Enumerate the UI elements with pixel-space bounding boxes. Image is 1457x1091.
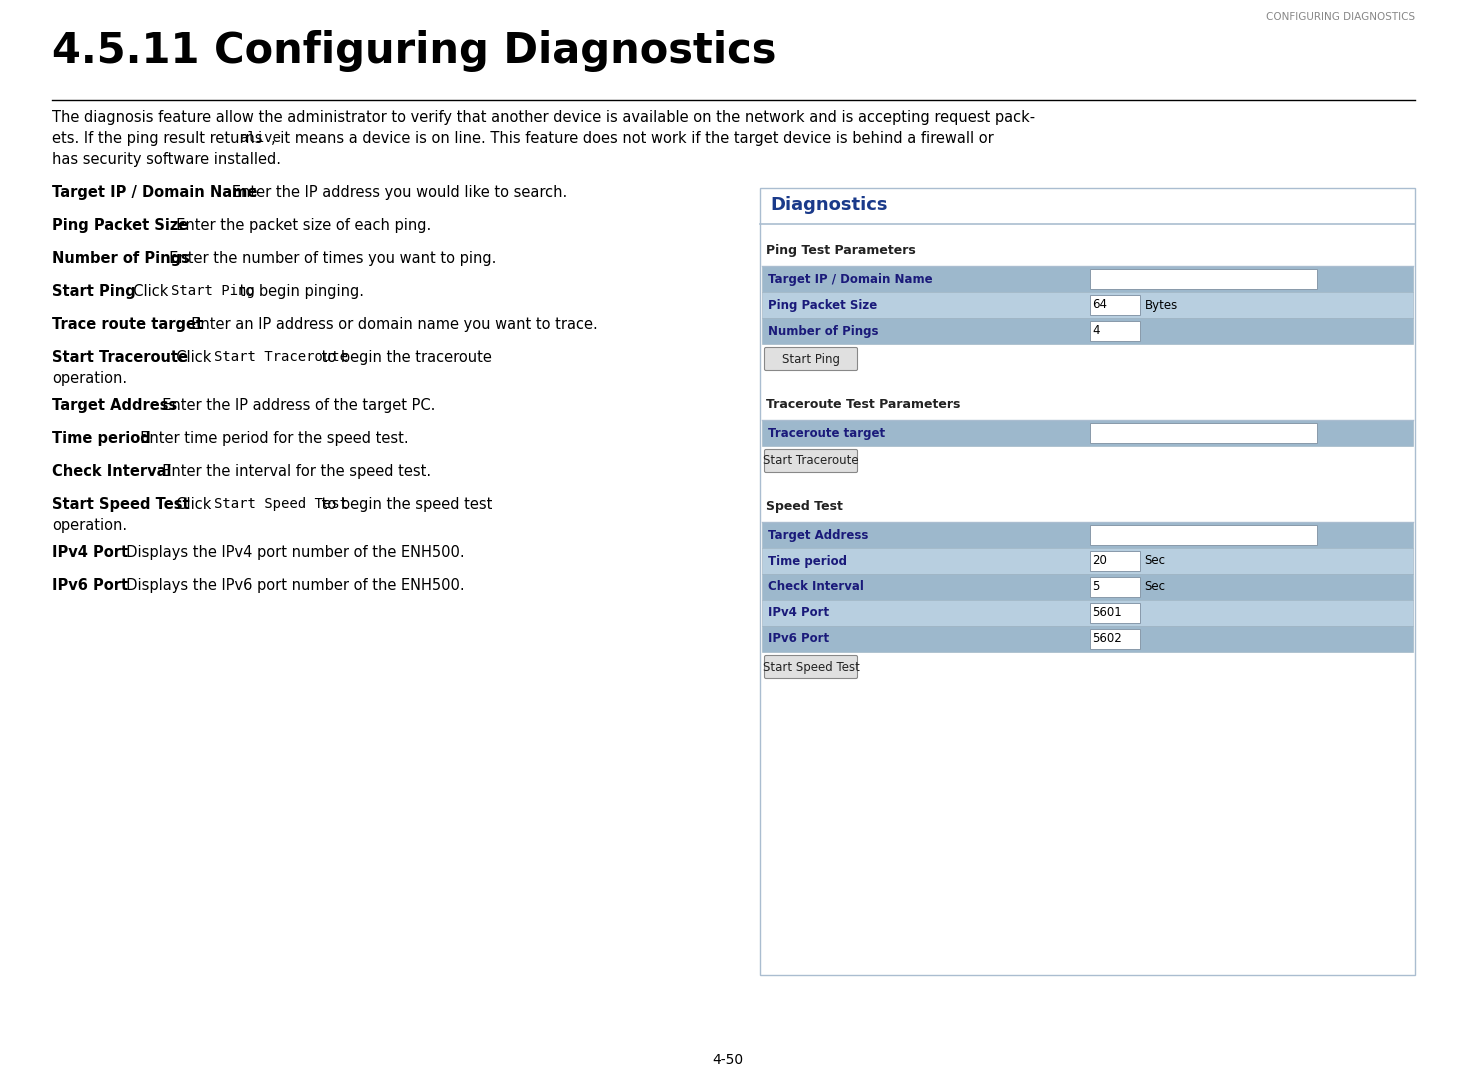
Text: Time period: Time period [52, 431, 150, 446]
Text: Target Address: Target Address [768, 528, 868, 541]
Text: Traceroute target: Traceroute target [768, 427, 884, 440]
Text: Start Traceroute: Start Traceroute [52, 350, 188, 365]
Text: Start Ping: Start Ping [52, 284, 136, 299]
Text: Ping Packet Size: Ping Packet Size [52, 218, 188, 233]
Text: Click: Click [168, 497, 216, 512]
Text: 5: 5 [1093, 580, 1100, 594]
Text: Target IP / Domain Name: Target IP / Domain Name [768, 273, 932, 286]
Bar [1090, 423, 1317, 443]
Text: IPv4 Port: IPv4 Port [768, 607, 829, 620]
Bar [1090, 295, 1139, 315]
Text: 4-50: 4-50 [712, 1053, 743, 1067]
Text: alive: alive [239, 131, 281, 145]
Bar [762, 574, 1413, 600]
Text: Start Traceroute: Start Traceroute [763, 455, 858, 468]
Text: Time period: Time period [768, 554, 847, 567]
FancyBboxPatch shape [765, 348, 858, 371]
Text: 20: 20 [1093, 554, 1107, 567]
Text: Start Ping: Start Ping [170, 284, 255, 298]
Text: to begin pinging.: to begin pinging. [235, 284, 364, 299]
Text: Speed Test: Speed Test [766, 500, 844, 513]
Text: IPv4 Port: IPv4 Port [52, 546, 128, 560]
Text: Enter the packet size of each ping.: Enter the packet size of each ping. [168, 218, 431, 233]
Text: CONFIGURING DIAGNOSTICS: CONFIGURING DIAGNOSTICS [1266, 12, 1415, 22]
Text: Enter the IP address of the target PC.: Enter the IP address of the target PC. [153, 398, 436, 413]
Text: Start Speed Test: Start Speed Test [762, 660, 860, 673]
Text: Start Speed Test: Start Speed Test [214, 497, 348, 511]
Text: Start Speed Test: Start Speed Test [52, 497, 189, 512]
Text: Ping Packet Size: Ping Packet Size [768, 299, 877, 312]
Bar [1090, 577, 1139, 597]
Text: 5602: 5602 [1093, 633, 1122, 646]
Text: Enter time period for the speed test.: Enter time period for the speed test. [131, 431, 409, 446]
Text: operation.: operation. [52, 518, 127, 533]
Bar [762, 626, 1413, 652]
Text: Displays the IPv6 port number of the ENH500.: Displays the IPv6 port number of the ENH… [117, 578, 465, 594]
Text: Enter the interval for the speed test.: Enter the interval for the speed test. [153, 464, 431, 479]
Bar [1090, 551, 1139, 571]
Bar [762, 548, 1413, 574]
Text: Enter the number of times you want to ping.: Enter the number of times you want to pi… [160, 251, 497, 266]
Text: 64: 64 [1093, 299, 1107, 312]
Bar [762, 266, 1413, 292]
Text: Check Interval: Check Interval [768, 580, 864, 594]
Text: IPv6 Port: IPv6 Port [768, 633, 829, 646]
Text: Start Traceroute: Start Traceroute [214, 350, 348, 364]
Text: Target IP / Domain Name: Target IP / Domain Name [52, 185, 258, 200]
Text: Number of Pings: Number of Pings [52, 251, 189, 266]
Text: Sec: Sec [1145, 554, 1166, 567]
Text: has security software installed.: has security software installed. [52, 152, 281, 167]
Text: to begin the traceroute: to begin the traceroute [316, 350, 491, 365]
Text: Enter the IP address you would like to search.: Enter the IP address you would like to s… [217, 185, 567, 200]
Text: Ping Test Parameters: Ping Test Parameters [766, 244, 916, 257]
Text: IPv6 Port: IPv6 Port [52, 578, 128, 594]
Text: Click: Click [124, 284, 173, 299]
Bar [762, 317, 1413, 344]
Bar [762, 420, 1413, 446]
Text: Traceroute Test Parameters: Traceroute Test Parameters [766, 398, 960, 411]
Bar [762, 521, 1413, 548]
Text: Click: Click [168, 350, 216, 365]
Bar [1090, 321, 1139, 341]
Text: Target Address: Target Address [52, 398, 178, 413]
Text: 5601: 5601 [1093, 607, 1122, 620]
Text: Diagnostics: Diagnostics [769, 196, 887, 214]
Bar [1090, 269, 1317, 289]
Bar [1090, 525, 1317, 546]
Text: Sec: Sec [1145, 580, 1166, 594]
Bar [1090, 630, 1139, 649]
Text: operation.: operation. [52, 371, 127, 386]
Bar [762, 292, 1413, 317]
Text: Displays the IPv4 port number of the ENH500.: Displays the IPv4 port number of the ENH… [117, 546, 465, 560]
Text: The diagnosis feature allow the administrator to verify that another device is a: The diagnosis feature allow the administ… [52, 110, 1034, 125]
FancyBboxPatch shape [765, 449, 858, 472]
Text: Bytes: Bytes [1145, 299, 1177, 312]
Text: Start Ping: Start Ping [782, 352, 841, 365]
Text: ets. If the ping result returns: ets. If the ping result returns [52, 131, 267, 146]
Text: 4: 4 [1093, 324, 1100, 337]
Text: , it means a device is on line. This feature does not work if the target device : , it means a device is on line. This fea… [271, 131, 994, 146]
FancyBboxPatch shape [765, 656, 858, 679]
Text: 4.5.11 Configuring Diagnostics: 4.5.11 Configuring Diagnostics [52, 29, 777, 72]
Bar [761, 188, 1415, 975]
Text: Enter an IP address or domain name you want to trace.: Enter an IP address or domain name you w… [182, 317, 597, 332]
Text: Check Interval: Check Interval [52, 464, 172, 479]
Text: to begin the speed test: to begin the speed test [316, 497, 492, 512]
Text: Number of Pings: Number of Pings [768, 324, 879, 337]
Bar [1090, 603, 1139, 623]
Text: Trace route target: Trace route target [52, 317, 203, 332]
Bar [762, 600, 1413, 626]
